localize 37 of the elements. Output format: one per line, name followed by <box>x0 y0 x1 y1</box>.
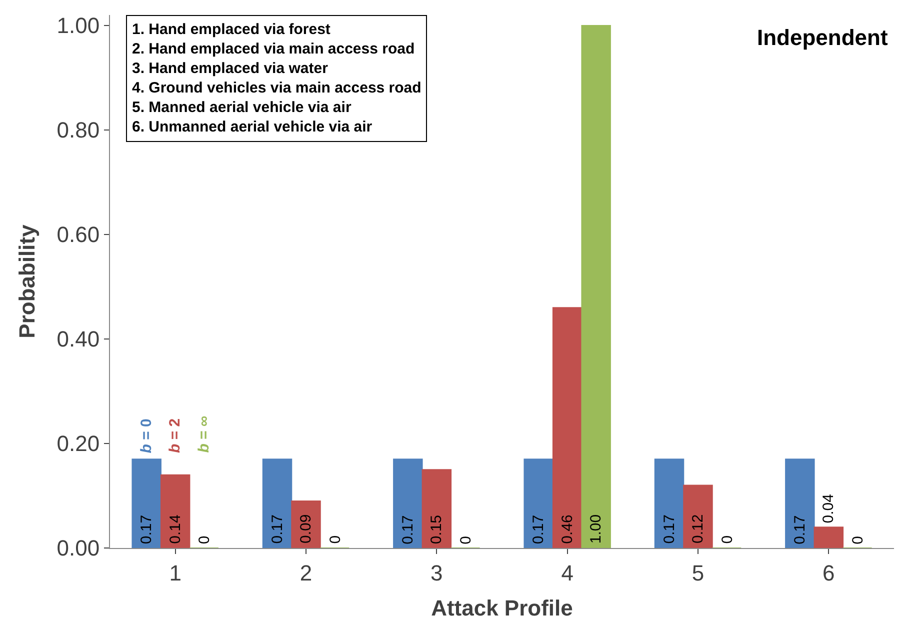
y-tick-label: 0.00 <box>56 536 100 561</box>
x-tick-label: 4 <box>561 560 574 586</box>
text: b = 0 <box>138 418 155 454</box>
y-tick-label: 1.00 <box>56 13 100 38</box>
x-tick-label: 2 <box>300 560 312 586</box>
data-label: 0 <box>457 536 474 544</box>
data-label: 0.14 <box>166 514 184 544</box>
data-label: 0.17 <box>138 514 156 544</box>
data-label: 0.17 <box>530 514 548 544</box>
data-label: 0.12 <box>690 514 706 544</box>
data-label: 0 <box>326 535 344 544</box>
y-tick-label: 0.40 <box>56 326 100 352</box>
y-tick-label: 0.20 <box>56 431 100 456</box>
y-tick-label: 0.60 <box>56 222 100 248</box>
x-tick-label: 1 <box>169 560 182 586</box>
y-axis-title: Probability <box>14 224 40 338</box>
data-label: 0.04 <box>820 494 838 524</box>
x-axis-title: Attack Profile <box>431 595 573 620</box>
data-label: 0 <box>718 535 736 544</box>
data-label: 0.17 <box>791 515 808 544</box>
y-tick-label: 0.80 <box>56 118 100 143</box>
x-tick-label: 5 <box>692 560 704 586</box>
data-label: 0.17 <box>660 514 678 544</box>
data-label: 0.15 <box>428 514 446 544</box>
data-label: 0.17 <box>268 514 286 544</box>
data-label: 0.09 <box>298 514 314 544</box>
text: b = ∞ <box>195 415 212 453</box>
x-tick-label: 3 <box>430 560 443 586</box>
data-label: 0 <box>196 536 214 544</box>
annotation: Independent <box>757 25 888 50</box>
x-tick-label: 6 <box>822 560 835 586</box>
data-label: 0.46 <box>558 514 576 544</box>
data-label: 0 <box>849 536 866 544</box>
data-label: 0.17 <box>399 515 416 544</box>
annotation: 1. Hand emplaced via forest 2. Hand emplaced via main access road 3. Hand emplaced via water 4. Ground vehicles via main access road 5. Manned aerial vehicle via air 6. Unmanned aerial vehicle via air <box>132 21 422 136</box>
text: b = 2 <box>166 418 184 453</box>
data-label: 1.00 <box>588 514 605 544</box>
